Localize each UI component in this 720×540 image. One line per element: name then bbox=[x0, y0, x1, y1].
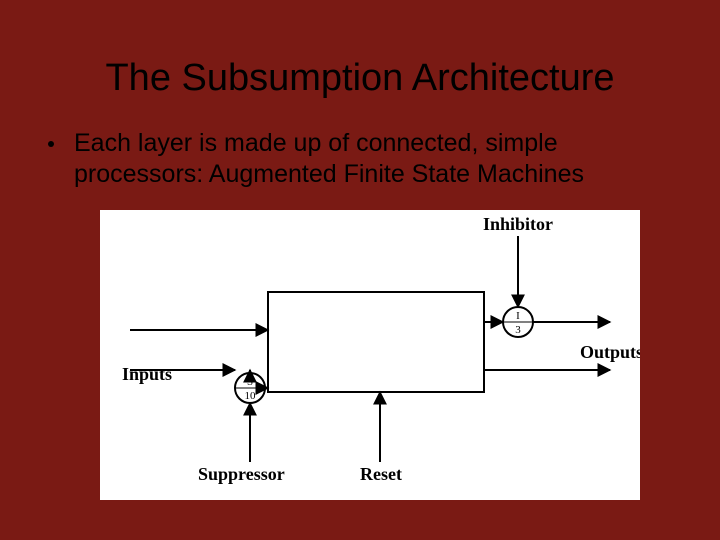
suppressor-node-top: S bbox=[247, 376, 253, 388]
slide: The Subsumption Architecture Each layer … bbox=[0, 0, 720, 540]
inhibitor-label: Inhibitor bbox=[483, 214, 553, 234]
suppressor-node: S 10 bbox=[235, 373, 265, 403]
suppressor-label: Suppressor bbox=[198, 464, 285, 484]
diagram-svg: S 10 I 3 Inhibitor Outputs Inputs Suppre… bbox=[100, 210, 640, 500]
bullet-text: Each layer is made up of connected, simp… bbox=[74, 128, 672, 191]
reset-label: Reset bbox=[360, 464, 402, 484]
bullet-dot-icon bbox=[48, 141, 54, 147]
inputs-label: Inputs bbox=[122, 364, 172, 384]
slide-title: The Subsumption Architecture bbox=[0, 57, 720, 100]
afsm-diagram: S 10 I 3 Inhibitor Outputs Inputs Suppre… bbox=[100, 210, 640, 500]
inhibitor-node-bottom: 3 bbox=[515, 324, 521, 336]
processor-box bbox=[268, 292, 484, 392]
inhibitor-node-top: I bbox=[516, 310, 520, 322]
suppressor-node-bottom: 10 bbox=[245, 390, 257, 402]
outputs-label: Outputs bbox=[580, 342, 640, 362]
inhibitor-node: I 3 bbox=[503, 307, 533, 337]
bullet-item: Each layer is made up of connected, simp… bbox=[48, 128, 672, 191]
